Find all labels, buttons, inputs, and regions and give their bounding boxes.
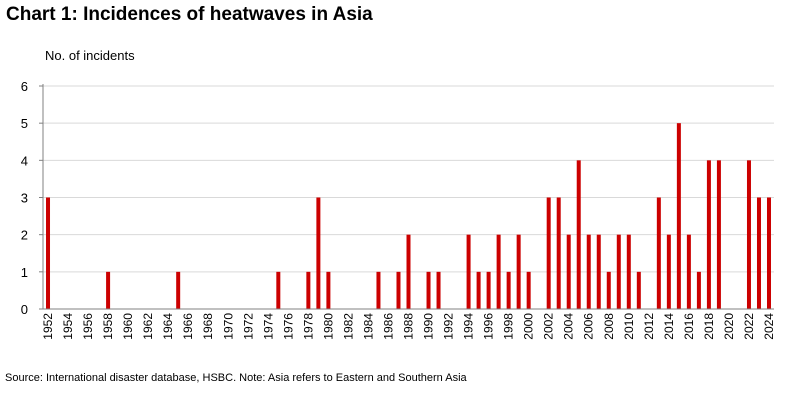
x-tick-label: 1982: [341, 313, 355, 340]
x-tick-label: 1996: [482, 313, 496, 340]
x-tick-label: 2020: [722, 313, 736, 340]
bar-1999: [516, 234, 521, 309]
bar-2000: [526, 271, 531, 309]
x-tick-label: 2008: [602, 313, 616, 340]
y-tick-label: 6: [21, 79, 28, 94]
x-tick-label: 2006: [582, 313, 596, 340]
y-tick-label: 5: [21, 116, 28, 131]
y-axis-label: No. of incidents: [45, 48, 135, 63]
y-tick-labels: 0 1 2 3 4 5 6: [21, 79, 28, 317]
bars: [46, 123, 771, 309]
bar-2011: [636, 271, 641, 309]
x-tick-label: 2000: [522, 313, 536, 340]
x-tick-label: 1986: [381, 313, 395, 340]
x-tick-label: 1970: [221, 313, 235, 340]
bar-2022: [746, 160, 751, 309]
x-tick-label: 2010: [622, 313, 636, 340]
bar-1985: [376, 271, 381, 309]
x-tick-label: 1956: [81, 313, 95, 340]
x-tick-label: 1968: [201, 313, 215, 340]
bar-2006: [586, 234, 591, 309]
x-tick-label: 2016: [682, 313, 696, 340]
bar-1987: [396, 271, 401, 309]
bar-1980: [326, 271, 331, 309]
x-tick-label: 2014: [662, 313, 676, 340]
x-tick-label: 1972: [241, 313, 255, 340]
bar-1965: [176, 271, 181, 309]
x-tick-label: 1952: [41, 313, 55, 340]
bar-2002: [546, 197, 551, 309]
bar-2017: [696, 271, 701, 309]
bar-2019: [716, 160, 721, 309]
x-tick-label: 1962: [141, 313, 155, 340]
bar-1952: [46, 197, 51, 309]
bar-2009: [616, 234, 621, 309]
x-tick-label: 2024: [762, 313, 776, 340]
bar-2008: [606, 271, 611, 309]
chart-title: Chart 1: Incidences of heatwaves in Asia: [6, 4, 373, 25]
x-tick-label: 1984: [361, 313, 375, 340]
bar-2014: [666, 234, 671, 309]
x-tick-label: 1974: [261, 313, 275, 340]
bar-2005: [576, 160, 581, 309]
x-tick-label: 2018: [702, 313, 716, 340]
bar-2016: [686, 234, 691, 309]
x-tick-labels: 1952 1954 1956 1958 1960 1962 1964 1966 1968 1970…: [41, 313, 776, 340]
x-tick-label: 1958: [101, 313, 115, 340]
x-tick-label: 2012: [642, 313, 656, 340]
x-tick-label: 1976: [281, 313, 295, 340]
y-tick-label: 4: [21, 153, 28, 168]
bar-1958: [106, 271, 111, 309]
bar-1990: [426, 271, 431, 309]
x-tick-label: 1992: [442, 313, 456, 340]
y-tick-label: 1: [21, 265, 28, 280]
bar-1979: [316, 197, 321, 309]
source-note: Source: International disaster database,…: [5, 372, 467, 384]
bar-1997: [496, 234, 501, 309]
bar-2018: [706, 160, 711, 309]
bar-1996: [486, 271, 491, 309]
bar-2003: [556, 197, 561, 309]
x-tick-label: 1960: [121, 313, 135, 340]
x-tick-label: 1988: [402, 313, 416, 340]
x-tick-label: 1978: [301, 313, 315, 340]
x-tick-label: 2004: [562, 313, 576, 340]
bar-2007: [596, 234, 601, 309]
bar-1975: [276, 271, 281, 309]
y-tick-label: 0: [21, 302, 28, 317]
x-tick-label: 1990: [422, 313, 436, 340]
bar-1978: [306, 271, 311, 309]
bar-2024: [766, 197, 771, 309]
bar-2015: [676, 123, 681, 309]
y-tick-label: 2: [21, 228, 28, 243]
bar-2023: [756, 197, 761, 309]
x-tick-label: 1998: [502, 313, 516, 340]
bar-2013: [656, 197, 661, 309]
y-tick-label: 3: [21, 191, 28, 206]
x-tick-label: 2022: [742, 313, 756, 340]
x-tick-label: 1954: [61, 313, 75, 340]
bar-1988: [406, 234, 411, 309]
x-tick-label: 1980: [321, 313, 335, 340]
x-tick-label: 1964: [161, 313, 175, 340]
bar-2004: [566, 234, 571, 309]
x-tick-label: 2002: [542, 313, 556, 340]
bar-1991: [436, 271, 441, 309]
bar-2010: [626, 234, 631, 309]
bar-1995: [476, 271, 481, 309]
x-tick-label: 1994: [462, 313, 476, 340]
axes: [39, 84, 774, 310]
bar-1998: [506, 271, 511, 309]
x-tick-label: 1966: [181, 313, 195, 340]
bar-1994: [466, 234, 471, 309]
